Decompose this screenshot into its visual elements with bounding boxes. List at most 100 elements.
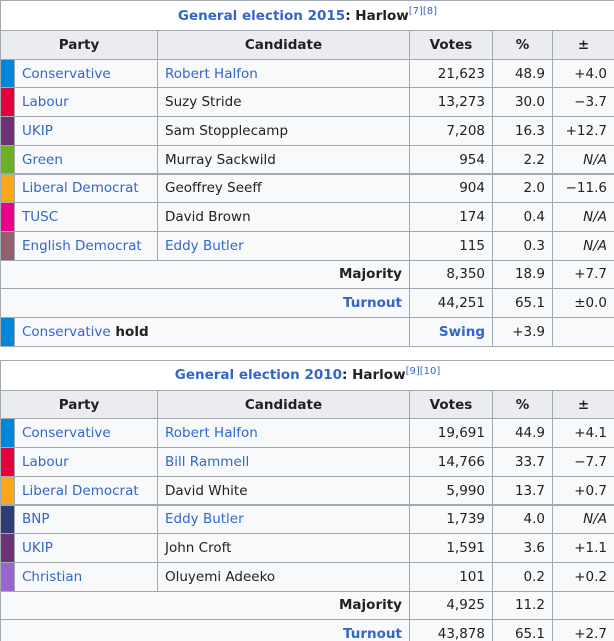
percent: 30.0 [492,87,553,118]
percent: 0.2 [492,561,553,592]
party-name: Conservative [14,418,158,449]
turnout-votes: 44,251 [409,288,493,318]
candidate: David White [157,475,410,506]
percent-text: 2.2 [523,151,545,168]
percent-text: 48.9 [514,65,545,82]
caption-link: General election 2010 [174,367,343,384]
turnout-change-text: +2.7 [574,626,607,641]
column-header-text: Votes [429,36,473,53]
turnout-label: Turnout [0,288,410,318]
candidate: Robert Halfon [157,58,410,89]
majority-label-text: Majority [339,597,402,614]
change: +1.1 [552,533,614,563]
result-outcome: hold [110,323,149,340]
percent: 0.3 [492,230,553,261]
candidate: Bill Rammell [157,447,410,477]
change-text: N/A [583,209,607,226]
turnout-votes-text: 43,878 [437,626,485,641]
party-name: TUSC [14,202,158,232]
change-text: +0.2 [574,568,607,585]
party-name: UKIP [14,533,158,563]
change: +12.7 [552,116,614,146]
column-header: % [492,30,553,60]
swing-text: +3.9 [512,323,545,340]
majority-votes-text: 8,350 [446,266,485,283]
turnout-percent-text: 65.1 [514,626,545,641]
party-name: Labour [14,87,158,118]
column-header-text: ± [577,396,590,413]
votes: 1,739 [409,504,493,535]
column-header: Votes [409,389,493,420]
party-name-text: TUSC [22,209,59,226]
votes-text: 174 [459,209,485,226]
change: −11.6 [552,173,614,204]
party-name: UKIP [14,116,158,146]
votes-text: 19,691 [437,425,485,442]
caption: General election 2010: Harlow [9] [10] [0,359,614,391]
candidate-text: Suzy Stride [165,94,242,111]
candidate: Geoffrey Seeff [157,173,410,204]
change-text: +12.7 [565,122,607,139]
percent-text: 0.4 [523,209,545,226]
turnout-change: +2.7 [552,619,614,641]
percent: 0.4 [492,202,553,232]
change: +0.2 [552,561,614,592]
turnout-change-text: ±0.0 [574,295,607,312]
party-name: BNP [14,504,158,535]
change-text: −7.7 [574,453,607,470]
party-name: Liberal Democrat [14,173,158,204]
caption-link: General election 2015 [177,7,346,24]
party-name-text: Labour [22,453,69,470]
change: +4.0 [552,58,614,89]
turnout-votes: 43,878 [409,619,493,641]
percent-text: 0.2 [523,568,545,585]
majority-votes: 4,925 [409,590,493,621]
change-text: +4.0 [574,65,607,82]
votes: 1,591 [409,533,493,563]
column-header-text: Candidate [244,36,323,53]
candidate: Oluyemi Adeeko [157,561,410,592]
votes-text: 1,739 [446,511,485,528]
votes-text: 115 [459,237,485,254]
swing-label: Swing [409,317,493,347]
party-name: Labour [14,447,158,477]
votes: 5,990 [409,475,493,506]
column-header-text: Party [58,36,100,53]
percent: 33.7 [492,447,553,477]
votes-text: 954 [459,151,485,168]
votes-text: 1,591 [446,540,485,557]
change: −3.7 [552,87,614,118]
percent-text: 4.0 [523,511,545,528]
candidate: Murray Sackwild [157,144,410,175]
caption-place: : Harlow [345,7,409,24]
majority-change [552,590,614,621]
reference: [8] [422,6,438,17]
turnout-change: ±0.0 [552,288,614,318]
party-name-text: UKIP [22,122,53,139]
result: Conservative hold [14,317,410,347]
votes: 115 [409,230,493,261]
column-header-text: Candidate [244,396,323,413]
percent-text: 33.7 [514,453,545,470]
candidate-text: David Brown [165,209,251,226]
change: N/A [552,230,614,261]
column-header-text: Party [58,396,100,413]
majority-label: Majority [0,590,410,621]
party-name-text: Labour [22,94,69,111]
majority-label-text: Majority [339,266,402,283]
votes-text: 904 [459,180,485,197]
votes: 14,766 [409,447,493,477]
percent: 13.7 [492,475,553,506]
column-header: Candidate [157,30,410,60]
candidate: Sam Stopplecamp [157,116,410,146]
candidate: Suzy Stride [157,87,410,118]
percent: 3.6 [492,533,553,563]
percent: 4.0 [492,504,553,535]
votes-text: 7,208 [446,122,485,139]
candidate: John Croft [157,533,410,563]
votes-text: 13,273 [437,94,485,111]
column-header: Party [0,389,158,420]
percent-text: 2.0 [523,180,545,197]
change-text: N/A [583,237,607,254]
percent-text: 30.0 [514,94,545,111]
